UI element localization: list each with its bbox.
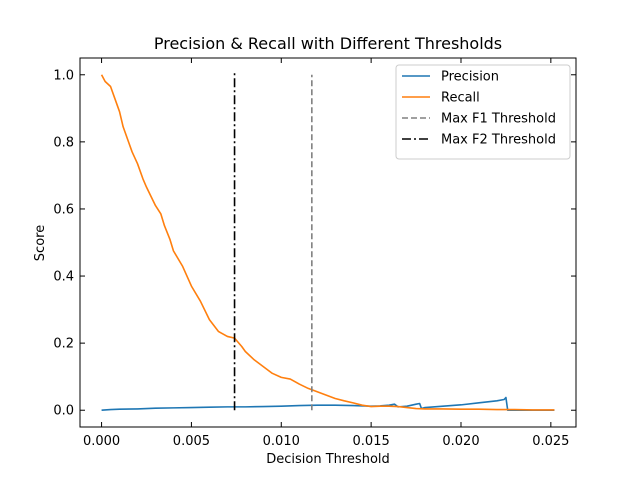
y-tick-label: 0.0: [53, 404, 74, 419]
legend-box: [395, 64, 571, 160]
y-tick-label: 0.6: [53, 202, 74, 217]
x-tick-label: 0.025: [532, 434, 569, 449]
x-tick-label: 0.015: [353, 434, 390, 449]
x-tick-label: 0.005: [173, 434, 210, 449]
plot-area: 0.000 0.005 0.010 0.015 0.020 0.025 0.0 0.2 0.4 0…: [53, 57, 577, 449]
y-tick-label: 0.2: [53, 337, 74, 352]
legend-label-max-f1-threshold: Max F1 Threshold: [441, 112, 556, 127]
y-tick-label: 0.4: [53, 270, 74, 285]
x-tick-label: 0.000: [83, 434, 120, 449]
x-tick-label: 0.010: [263, 434, 300, 449]
legend-label-max-f2-threshold: Max F2 Threshold: [441, 133, 556, 148]
legend-label-precision: Precision: [441, 70, 499, 85]
x-tick-label: 0.020: [442, 434, 479, 449]
x-axis-title: Decision Threshold: [266, 452, 390, 467]
series-line-recall: [100, 74, 555, 411]
legend: Precision Recall Max F1 Threshold Max F2 Th…: [395, 64, 571, 160]
legend-label-recall: Recall: [441, 91, 480, 106]
chart-title: Precision & Recall with Different Thresh…: [154, 34, 502, 53]
y-tick-label: 1.0: [53, 68, 74, 83]
plot-frame: [79, 57, 577, 428]
y-axis-title: Score: [33, 225, 48, 261]
series-line-precision: [101, 396, 555, 412]
y-tick-label: 0.8: [53, 135, 74, 150]
